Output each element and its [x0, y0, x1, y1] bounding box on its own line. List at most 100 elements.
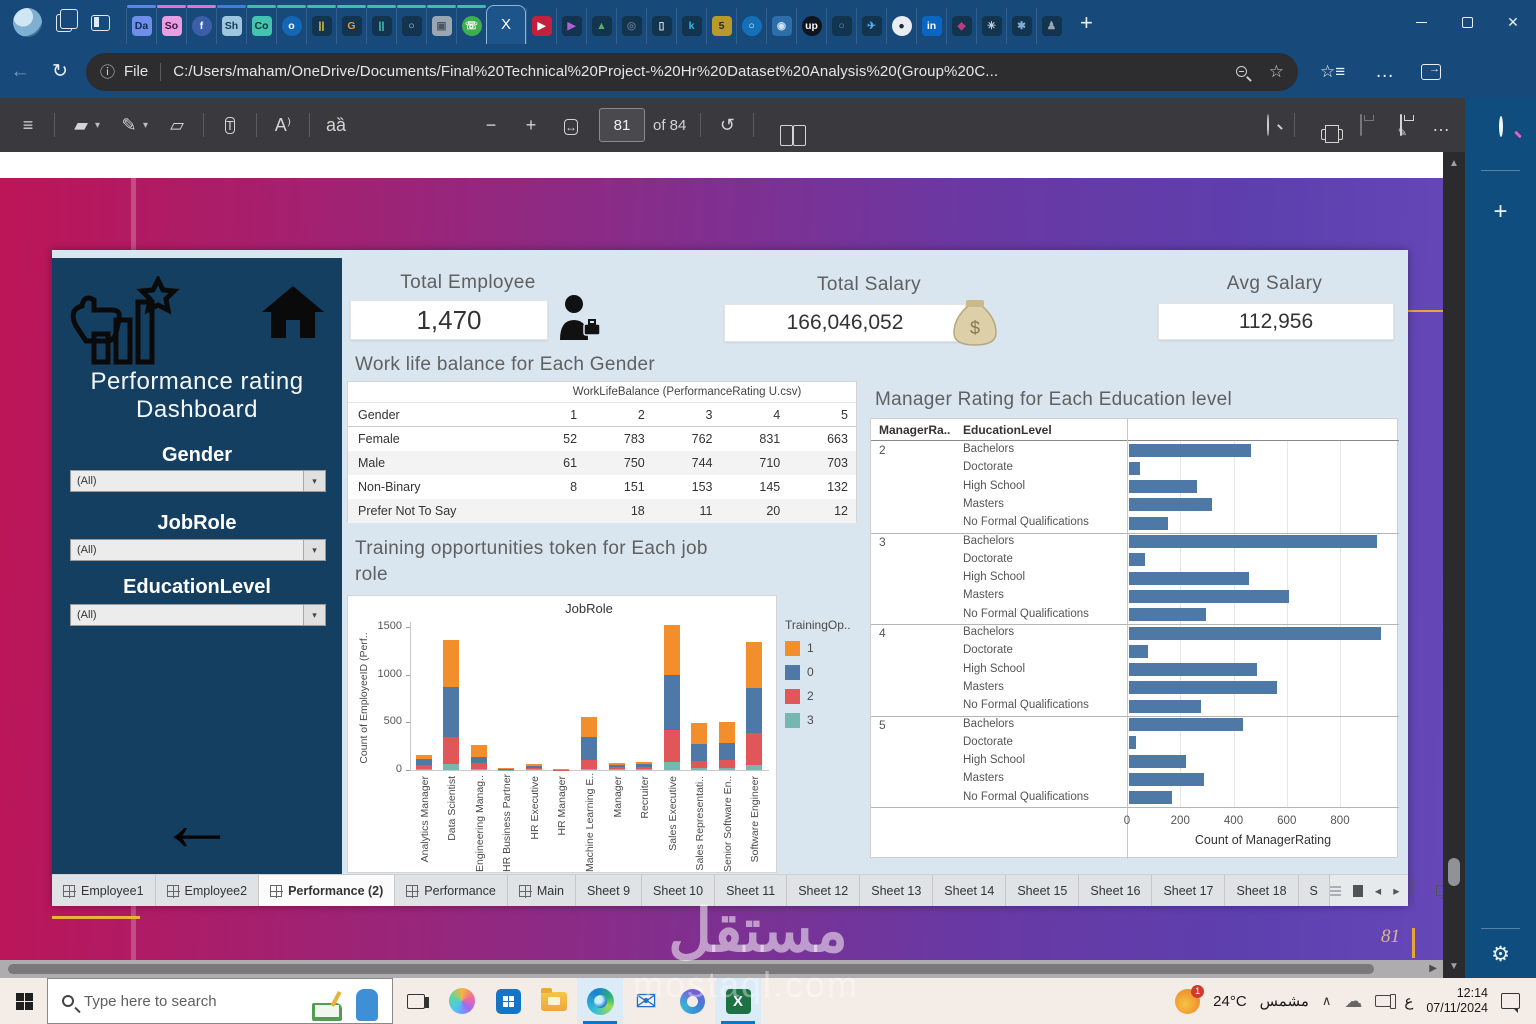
- tab-actions-icon[interactable]: [91, 14, 110, 31]
- sheet-tab[interactable]: Sheet 9: [575, 875, 643, 906]
- browser-tab[interactable]: ▣: [426, 4, 456, 44]
- bar-segment[interactable]: [718, 743, 735, 761]
- bar-segment[interactable]: [746, 642, 763, 688]
- find-in-document-icon[interactable]: [1248, 113, 1288, 136]
- bar-segment[interactable]: [498, 769, 515, 770]
- prev-sheet-icon[interactable]: ◂: [1374, 884, 1382, 898]
- chevron-down-icon[interactable]: ▾: [303, 605, 325, 625]
- back-icon[interactable]: ←: [10, 60, 30, 82]
- language-indicator[interactable]: ع: [1404, 993, 1414, 1010]
- browser-tab[interactable]: Da: [126, 4, 156, 44]
- bar-segment[interactable]: [691, 723, 708, 745]
- browser-tab[interactable]: ||: [306, 4, 336, 44]
- browser-tab[interactable]: ||: [366, 4, 396, 44]
- browser-tab[interactable]: Co: [246, 4, 276, 44]
- sheet-tab[interactable]: Main: [507, 875, 576, 906]
- bar-segment[interactable]: [443, 736, 460, 765]
- home-icon[interactable]: [262, 286, 324, 338]
- clock[interactable]: 12:14 07/11/2024: [1426, 986, 1488, 1016]
- legend-item[interactable]: 1: [785, 636, 875, 660]
- bar-segment[interactable]: [443, 686, 460, 737]
- bar[interactable]: [1129, 772, 1204, 786]
- bar-segment[interactable]: [443, 764, 460, 770]
- dark-square-icon[interactable]: [1353, 884, 1363, 897]
- sidebar-toggle-icon[interactable]: [1421, 63, 1442, 80]
- sheet-tab[interactable]: Sheet 15: [1006, 875, 1080, 906]
- bar[interactable]: [1129, 644, 1148, 658]
- bar[interactable]: [1129, 443, 1252, 457]
- educationlevel-dropdown[interactable]: (All) ▾: [70, 604, 326, 626]
- bar-segment[interactable]: [470, 745, 487, 758]
- sheet-tab[interactable]: Sheet 13: [860, 875, 934, 906]
- rotate-icon[interactable]: ↺: [719, 114, 735, 135]
- refresh-icon[interactable]: ↻: [52, 61, 68, 82]
- bar-segment[interactable]: [608, 769, 625, 770]
- browser-tab[interactable]: G: [336, 4, 366, 44]
- bar-segment[interactable]: [525, 764, 542, 766]
- favorite-star-icon[interactable]: ☆: [1268, 61, 1284, 81]
- browser-tab[interactable]: ✱: [1006, 7, 1036, 44]
- scroll-down-icon[interactable]: ▼: [1449, 961, 1459, 972]
- bar-segment[interactable]: [636, 762, 653, 765]
- horizontal-scroll-thumb[interactable]: [8, 964, 1374, 974]
- onedrive-icon[interactable]: ☁: [1344, 990, 1363, 1011]
- bar-segment[interactable]: [608, 763, 625, 765]
- next-sheet-icon[interactable]: ▸: [1393, 884, 1400, 898]
- sheet-tab[interactable]: S: [1298, 875, 1330, 906]
- bar[interactable]: [1129, 498, 1212, 512]
- sheet-tab[interactable]: Sheet 10: [642, 875, 716, 906]
- file-explorer-icon[interactable]: [531, 978, 577, 1024]
- bar-segment[interactable]: [746, 687, 763, 734]
- close-button[interactable]: ✕: [1507, 14, 1519, 30]
- browser-tab[interactable]: k: [676, 7, 706, 44]
- sidebar-settings-icon[interactable]: ⚙: [1491, 943, 1510, 966]
- bar[interactable]: [1129, 553, 1145, 567]
- bar-segment[interactable]: [415, 769, 432, 770]
- bar-segment[interactable]: [663, 762, 680, 770]
- bar-segment[interactable]: [636, 766, 653, 770]
- bar-segment[interactable]: [415, 764, 432, 770]
- office-icon[interactable]: [669, 978, 715, 1024]
- fit-width-icon[interactable]: ↔: [564, 118, 578, 135]
- vertical-scroll-thumb[interactable]: [1448, 858, 1460, 886]
- bar[interactable]: [1129, 626, 1381, 640]
- gender-dropdown[interactable]: (All) ▾: [70, 470, 326, 492]
- mail-icon[interactable]: ✉: [635, 986, 657, 1016]
- active-tab[interactable]: X: [486, 4, 526, 44]
- bar-segment[interactable]: [636, 769, 653, 770]
- bar[interactable]: [1129, 516, 1168, 530]
- bar[interactable]: [1129, 461, 1140, 475]
- bar-segment[interactable]: [718, 760, 735, 768]
- read-aloud-icon[interactable]: A⁾: [274, 114, 292, 135]
- bar-segment[interactable]: [581, 768, 597, 770]
- bar[interactable]: [1129, 791, 1172, 805]
- save-as-icon[interactable]: ✎: [1381, 113, 1421, 139]
- sheet-tab[interactable]: Sheet 14: [933, 875, 1007, 906]
- bar-segment[interactable]: [470, 757, 487, 763]
- bar[interactable]: [1129, 480, 1197, 494]
- legend-item[interactable]: 3: [785, 708, 875, 732]
- legend-item[interactable]: 2: [785, 684, 875, 708]
- weather-condition[interactable]: مشمس: [1259, 993, 1309, 1010]
- zoom-out-icon[interactable]: −: [485, 114, 497, 135]
- sheet-tab[interactable]: Performance: [395, 875, 508, 906]
- legend-item[interactable]: 0: [785, 660, 875, 684]
- task-view-button[interactable]: [393, 978, 439, 1024]
- bar[interactable]: [1129, 699, 1201, 713]
- bar-segment[interactable]: [470, 768, 487, 770]
- sheet-tab[interactable]: Sheet 16: [1079, 875, 1153, 906]
- translate-icon[interactable]: aȁ: [325, 114, 347, 135]
- zoom-in-icon[interactable]: +: [525, 114, 537, 135]
- workspaces-icon[interactable]: [56, 8, 78, 32]
- copilot-icon[interactable]: [439, 978, 485, 1024]
- bar[interactable]: [1129, 608, 1207, 622]
- browser-tab[interactable]: ○: [396, 4, 426, 44]
- browser-tab[interactable]: ☏: [456, 4, 486, 44]
- bar-segment[interactable]: [691, 761, 708, 768]
- bar[interactable]: [1129, 736, 1136, 750]
- excel-icon[interactable]: X: [715, 978, 761, 1024]
- highlighter-chevron-icon[interactable]: ▾: [95, 119, 101, 131]
- bar-segment[interactable]: [608, 764, 625, 767]
- chevron-down-icon[interactable]: ▾: [303, 471, 325, 491]
- notification-center-icon[interactable]: [1501, 993, 1520, 1013]
